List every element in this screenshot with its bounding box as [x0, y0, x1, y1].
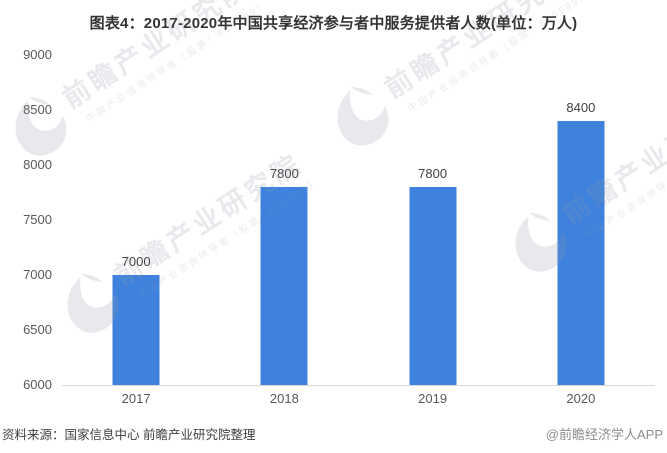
x-axis-line [62, 385, 655, 386]
bar [260, 187, 308, 385]
bar-group: 8400 2020 [507, 55, 655, 406]
y-tick-label: 9000 [23, 47, 52, 62]
bar-value-label: 7800 [418, 166, 448, 181]
y-tick-label: 8500 [23, 102, 52, 117]
y-tick-label: 7500 [23, 212, 52, 227]
y-tick-label: 6500 [23, 322, 52, 337]
bar-group: 7800 2019 [359, 55, 507, 406]
plot-area: 7000 2017 7800 2018 7800 2019 8400 2020 [62, 55, 655, 406]
y-tick-label: 6000 [23, 377, 52, 392]
bar-value-label: 8400 [566, 100, 596, 115]
chart-title: 图表4：2017-2020年中国共享经济参与者中服务提供者人数(单位：万人) [89, 15, 578, 32]
bar [409, 187, 457, 385]
y-tick-label: 8000 [23, 157, 52, 172]
x-axis-label: 2019 [418, 391, 448, 406]
y-axis: 9000 8500 8000 7500 7000 6500 6000 [0, 0, 52, 453]
x-axis-label: 2018 [269, 391, 299, 406]
y-tick-label: 7000 [23, 267, 52, 282]
bar-group: 7000 2017 [62, 55, 210, 406]
bar-group: 7800 2018 [210, 55, 358, 406]
bar-value-label: 7000 [121, 254, 151, 269]
bar [557, 121, 605, 385]
x-axis-label: 2020 [566, 391, 596, 406]
bar-value-label: 7800 [269, 166, 299, 181]
source-note: 资料来源：国家信息中心 前瞻产业研究院整理 [2, 428, 256, 442]
x-axis-label: 2017 [121, 391, 151, 406]
credit-note: @前瞻经济学人APP [545, 427, 663, 442]
bar [112, 275, 160, 385]
